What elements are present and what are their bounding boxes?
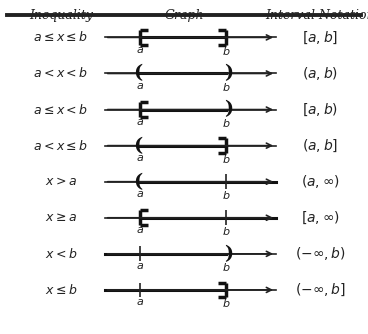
Text: $x < b$: $x < b$ <box>45 247 77 261</box>
Text: $a$: $a$ <box>136 297 144 307</box>
Text: $[a,b]$: $[a,b]$ <box>302 29 338 45</box>
Text: $b$: $b$ <box>222 261 231 273</box>
Text: $a \leq x < b$: $a \leq x < b$ <box>33 103 88 117</box>
Text: $a$: $a$ <box>136 117 144 127</box>
Text: $a$: $a$ <box>136 45 144 55</box>
Text: $a$: $a$ <box>136 81 144 91</box>
Text: (: ( <box>133 173 143 191</box>
Text: $b$: $b$ <box>222 225 231 237</box>
Text: $(-\infty,b)$: $(-\infty,b)$ <box>295 245 346 262</box>
Text: $x \geq a$: $x \geq a$ <box>45 211 77 224</box>
Text: (: ( <box>133 64 143 82</box>
Text: $b$: $b$ <box>222 297 231 309</box>
Text: $a < x \leq b$: $a < x \leq b$ <box>33 139 88 153</box>
Text: $b$: $b$ <box>222 45 231 57</box>
Text: $a$: $a$ <box>136 261 144 271</box>
Text: $b$: $b$ <box>222 117 231 129</box>
Text: Graph: Graph <box>164 9 204 22</box>
Text: $a \leq x \leq b$: $a \leq x \leq b$ <box>33 30 88 44</box>
Text: $x > a$: $x > a$ <box>45 175 77 188</box>
Text: $b$: $b$ <box>222 81 231 93</box>
Text: ): ) <box>224 101 233 119</box>
Text: $(-\infty,b]$: $(-\infty,b]$ <box>295 282 346 298</box>
Text: Inequality: Inequality <box>29 9 93 22</box>
Text: Interval Notation: Interval Notation <box>265 9 368 22</box>
Text: $b$: $b$ <box>222 153 231 165</box>
Text: $x \leq b$: $x \leq b$ <box>45 283 77 297</box>
Text: $a$: $a$ <box>136 225 144 235</box>
Text: $[a,\infty)$: $[a,\infty)$ <box>301 210 340 226</box>
Text: $b$: $b$ <box>222 189 231 201</box>
Text: $(a,b]$: $(a,b]$ <box>302 138 338 154</box>
Text: $a$: $a$ <box>136 153 144 163</box>
Text: $a$: $a$ <box>136 189 144 199</box>
Text: $a < x < b$: $a < x < b$ <box>33 66 88 80</box>
Text: $(a,\infty)$: $(a,\infty)$ <box>301 173 340 190</box>
Text: ): ) <box>224 245 233 263</box>
Text: ): ) <box>224 64 233 82</box>
Text: $[a,b)$: $[a,b)$ <box>302 102 338 118</box>
Text: (: ( <box>133 137 143 155</box>
Text: $(a,b)$: $(a,b)$ <box>302 65 338 82</box>
